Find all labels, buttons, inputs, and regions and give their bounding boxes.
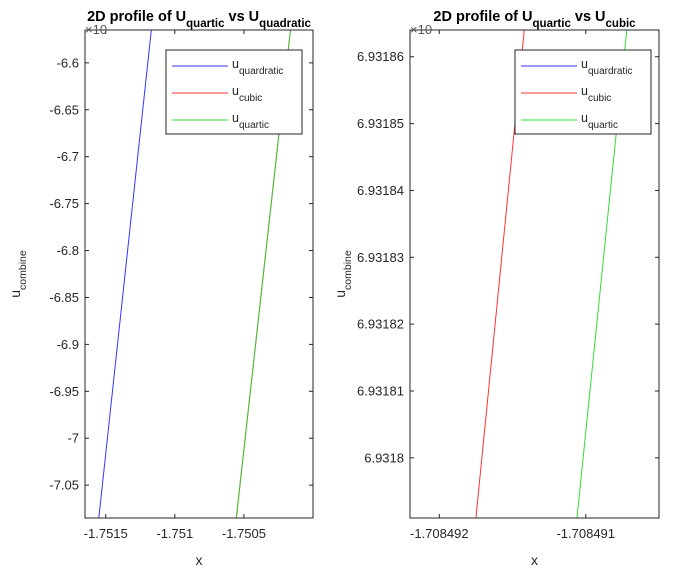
x-axis-label: x (531, 552, 538, 568)
y-axis-label: ucombine (7, 250, 29, 298)
x-tick-label: -1.7505 (222, 526, 266, 541)
y-tick-label: -6.8 (57, 243, 79, 258)
axes-box (84, 29, 314, 519)
x-axis-label: x (196, 552, 203, 568)
legend-label: ucubic (581, 84, 611, 104)
y-tick-label: -6.6 (57, 55, 79, 70)
y-tick-label: -7.05 (49, 478, 79, 493)
y-tick-label: -7 (67, 431, 79, 446)
x-tick-label: -1.708491 (556, 526, 615, 541)
y-tick-label: 6.93182 (357, 317, 404, 332)
y-tick-label: 6.93184 (357, 183, 404, 198)
series-line-quardratic (98, 30, 152, 518)
y-tick-label: 6.93183 (357, 250, 404, 265)
legend-label: uquartic (581, 111, 618, 131)
chart-title: 2D profile of Uquartic vs Uquadratic (87, 9, 311, 30)
y-exponent-label: ×10 (410, 22, 432, 37)
legend: uquardratic ucubic uquartic (514, 49, 652, 135)
x-tick-label: -1.751 (156, 526, 193, 541)
x-tick-label: -1.708492 (410, 526, 469, 541)
chart-panel-2: -1.708492 -1.708491 6.93186 6.93185 6.93184 6… (332, 9, 660, 568)
x-tick-label: -1.7515 (84, 526, 128, 541)
y-tick-label: -6.9 (57, 337, 79, 352)
y-tick-label: -6.85 (49, 290, 79, 305)
y-tick-label: 6.93185 (357, 116, 404, 131)
legend: uquardratic ucubic uquartic (165, 49, 303, 135)
legend-label: uquardratic (581, 57, 632, 77)
legend-label: uquartic (232, 111, 269, 131)
legend-label: uquardratic (232, 57, 283, 77)
y-tick-label: 6.93181 (357, 383, 404, 398)
legend-label: ucubic (232, 84, 262, 104)
y-tick-label: -6.95 (49, 384, 79, 399)
y-tick-label: -6.65 (49, 102, 79, 117)
y-axis-label: ucombine (332, 250, 354, 298)
chart-panel-1: -1.7515 -1.751 -1.7505 -6.6 -6.65 -6.7 -6.75 -6… (7, 9, 314, 568)
chart-title: 2D profile of Uquartic vs Ucubic (433, 9, 636, 30)
axes-box (409, 29, 660, 519)
y-tick-label: -6.75 (49, 196, 79, 211)
y-exponent-label: ×10 (85, 22, 107, 37)
y-tick-label: 6.9318 (364, 450, 404, 465)
y-tick-label: 6.93186 (357, 49, 404, 64)
y-tick-label: -6.7 (57, 149, 79, 164)
